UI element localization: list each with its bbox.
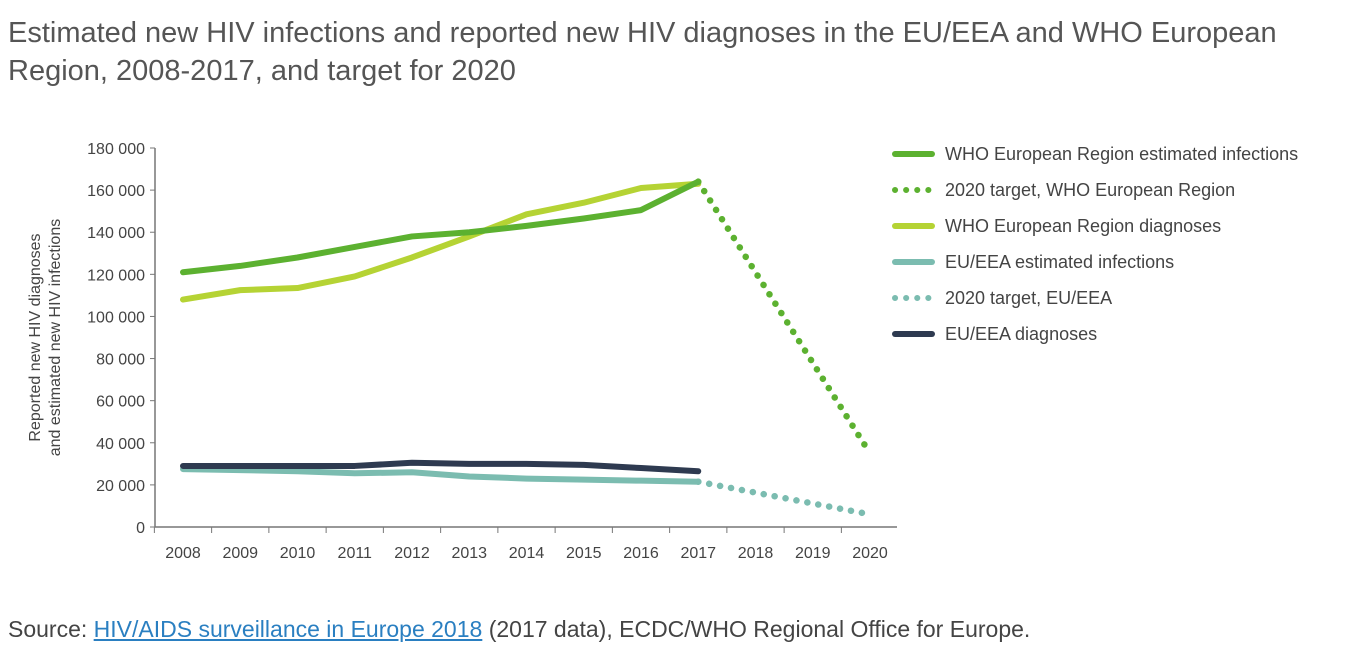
x-tick-label: 2011	[338, 545, 373, 562]
x-tick-label: 2019	[795, 545, 831, 562]
x-tick-label: 2009	[222, 545, 258, 562]
source-prefix: Source:	[8, 616, 94, 642]
x-tick-label: 2018	[738, 545, 774, 562]
x-tick-label: 2010	[280, 545, 316, 562]
x-tick-label: 2016	[623, 545, 659, 562]
legend-label: 2020 target, EU/EEA	[945, 288, 1112, 308]
source-note: Source: HIV/AIDS surveillance in Europe …	[8, 616, 1030, 643]
x-tick-label: 2015	[566, 545, 602, 562]
y-tick-label: 0	[136, 520, 145, 537]
legend-label: EU/EEA diagnoses	[945, 324, 1097, 344]
y-label-line: Reported new HIV diagnoses	[27, 233, 44, 441]
legend-label: WHO European Region estimated infections	[945, 144, 1298, 164]
legend-label: EU/EEA estimated infections	[945, 252, 1174, 272]
y-axis-label: Reported new HIV diagnoses and estimated …	[27, 219, 64, 456]
series-line	[695, 478, 874, 518]
y-tick-label: 140 000	[87, 225, 145, 242]
x-tick-label: 2008	[165, 545, 201, 562]
series-line	[695, 178, 874, 457]
y-tick-label: 180 000	[87, 141, 145, 158]
line-chart: Reported new HIV diagnoses and estimated …	[27, 141, 1298, 562]
y-tick-label: 40 000	[96, 436, 145, 453]
y-label-line: and estimated new HIV infections	[47, 219, 64, 456]
legend-label: WHO European Region diagnoses	[945, 216, 1221, 236]
x-tick-label: 2017	[680, 545, 716, 562]
x-tick-label: 2013	[451, 545, 487, 562]
x-tick-label: 2020	[852, 545, 888, 562]
y-tick-label: 60 000	[96, 394, 145, 411]
series-line	[180, 459, 702, 475]
series-line	[180, 178, 702, 276]
y-tick-label: 20 000	[96, 478, 145, 495]
y-tick-label: 120 000	[87, 267, 145, 284]
y-tick-label: 160 000	[87, 183, 145, 200]
chart-title: Estimated new HIV infections and reporte…	[8, 17, 1277, 87]
x-tick-label: 2014	[509, 545, 545, 562]
legend-label: 2020 target, WHO European Region	[945, 180, 1235, 200]
source-suffix: (2017 data), ECDC/WHO Regional Office fo…	[482, 616, 1031, 642]
source-link[interactable]: HIV/AIDS surveillance in Europe 2018	[93, 616, 483, 642]
y-tick-label: 100 000	[87, 309, 145, 326]
y-tick-label: 80 000	[96, 352, 145, 369]
series-line	[180, 180, 702, 303]
x-tick-label: 2012	[394, 545, 430, 562]
series-line	[180, 466, 702, 485]
